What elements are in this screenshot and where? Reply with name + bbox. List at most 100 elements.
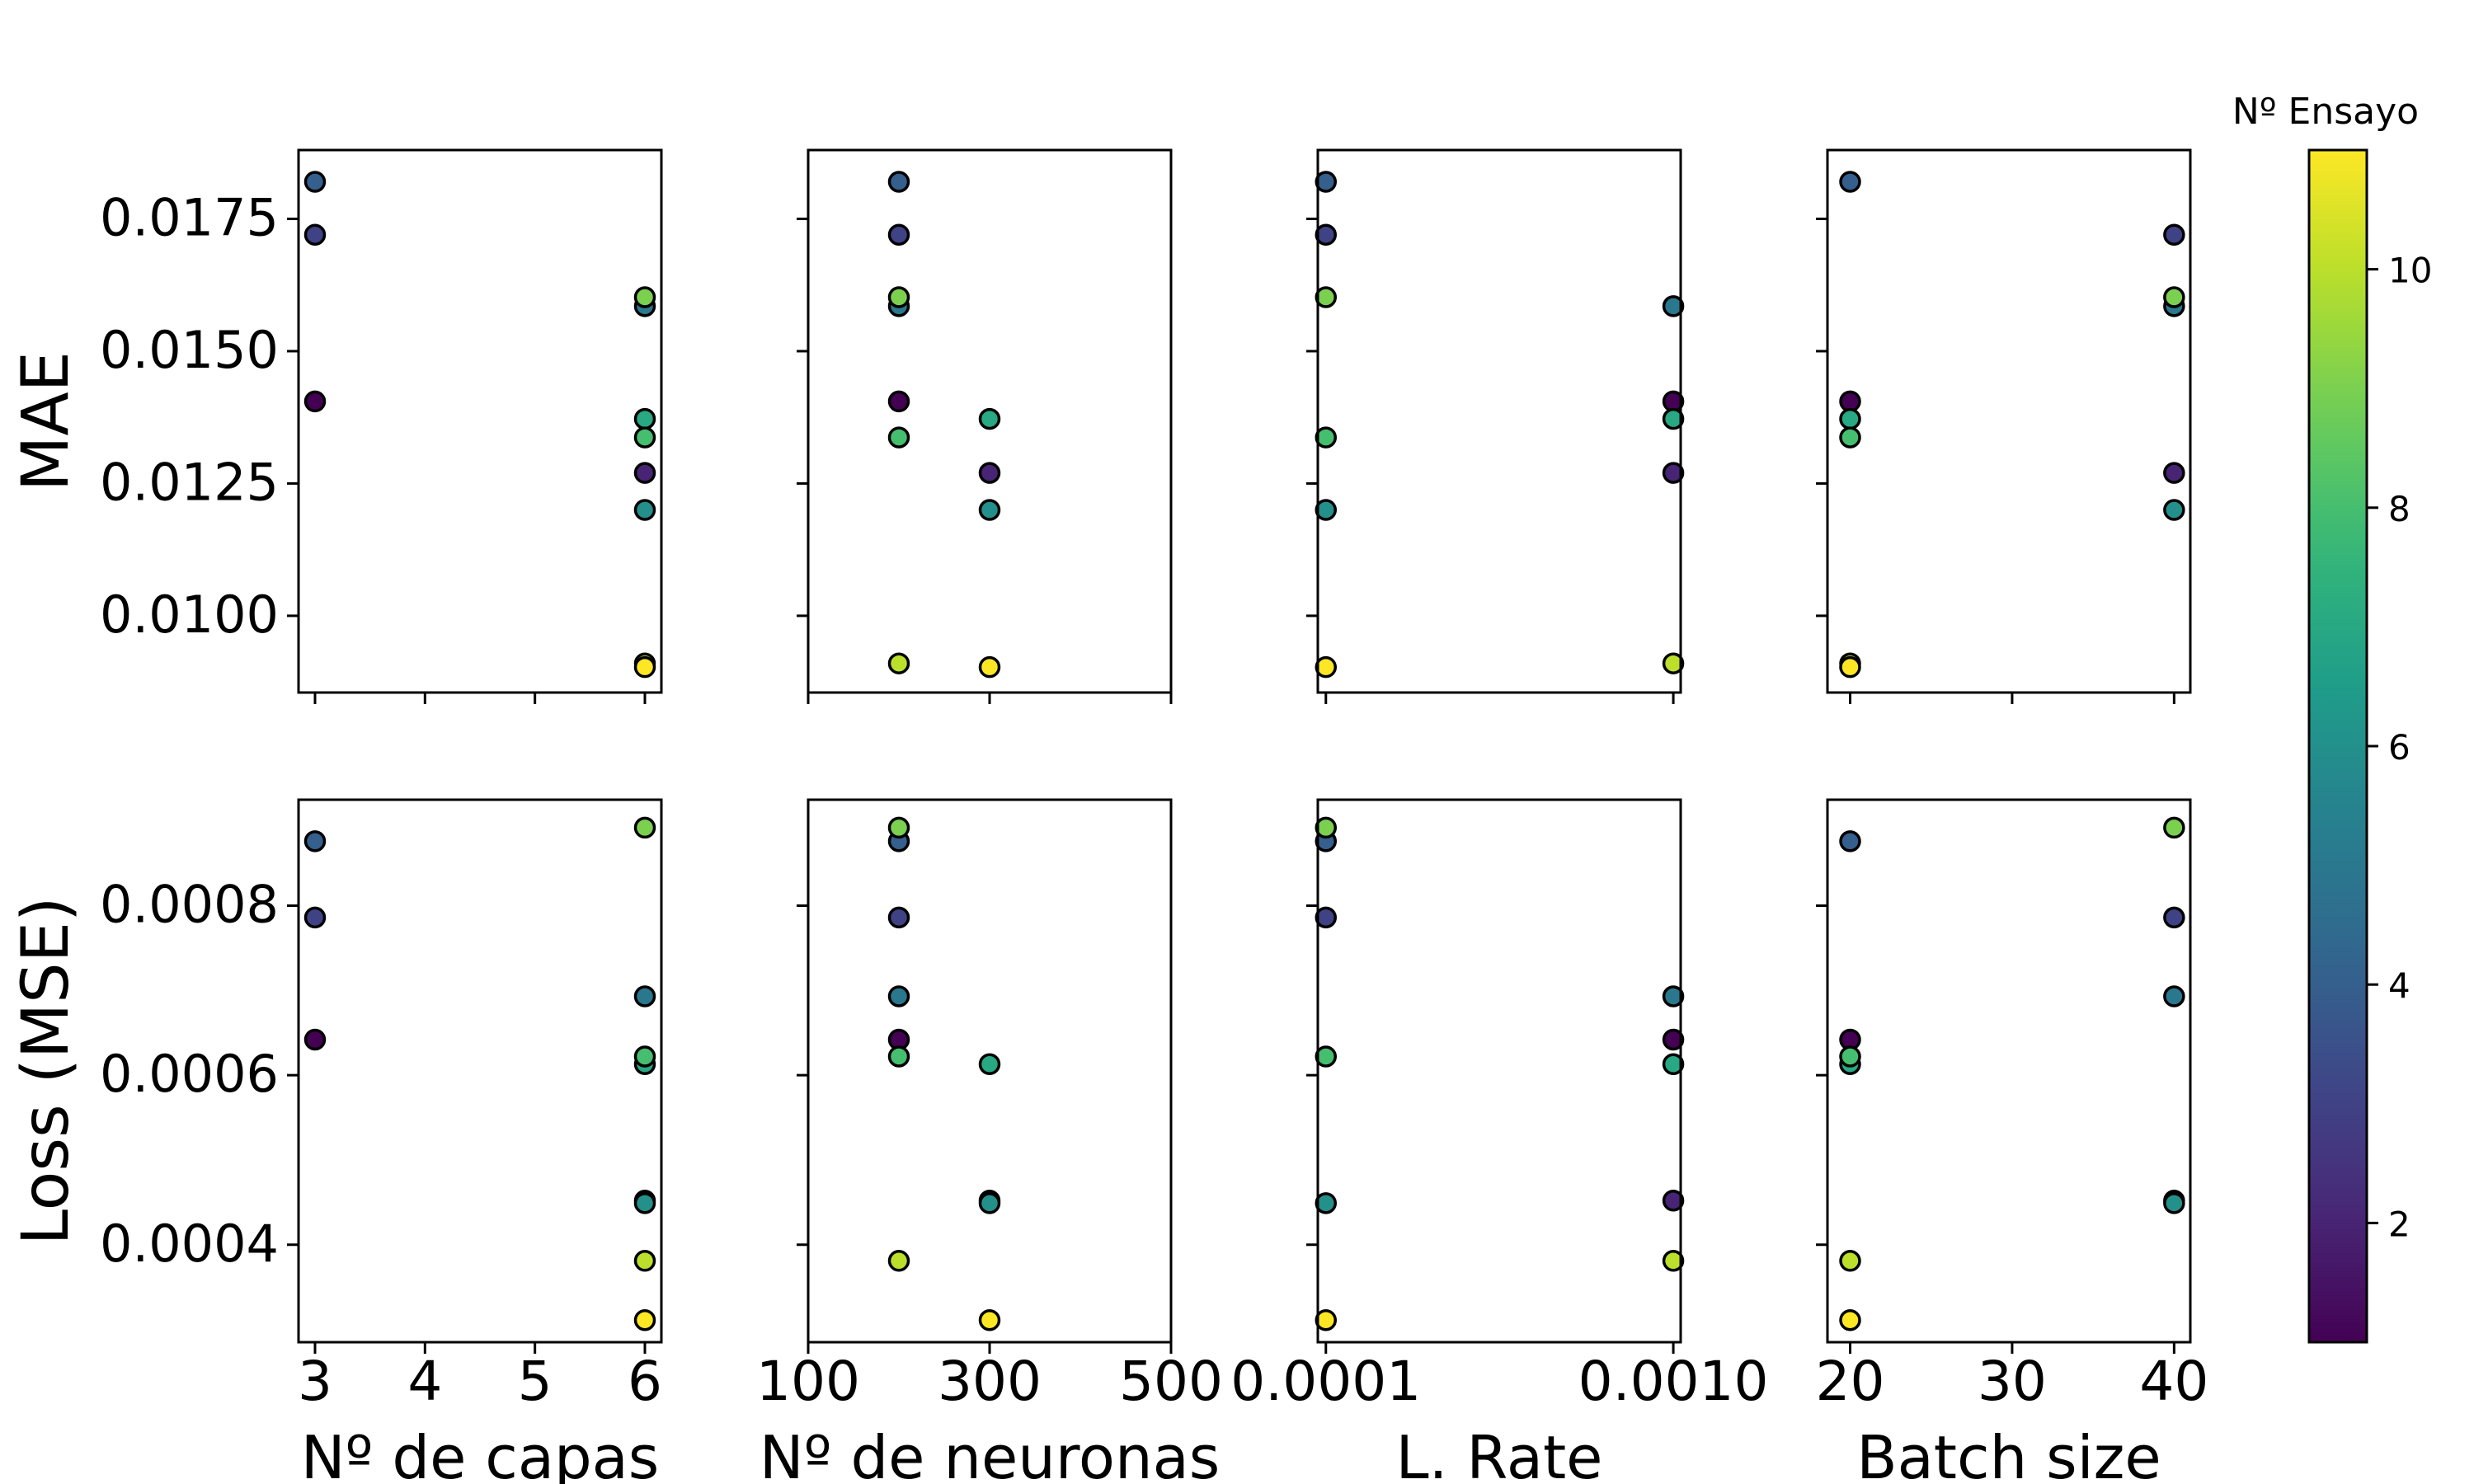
x-tick-label: 300 — [938, 1350, 1042, 1413]
data-point-trial-8 — [1839, 426, 1861, 448]
data-point-trial-9 — [2163, 286, 2185, 308]
data-point-trial-9 — [633, 286, 656, 308]
data-point-trial-6 — [1315, 499, 1338, 521]
colorbar: Nº Ensayo 2 4 6 8 10 — [2232, 91, 2432, 1344]
x-tick-label: 40 — [2139, 1350, 2208, 1413]
data-point-trial-4 — [303, 171, 327, 193]
data-point-trial-11 — [1839, 655, 1861, 679]
x-tick-label: 500 — [1119, 1350, 1223, 1413]
y-axis-label: MAE — [9, 351, 83, 491]
data-point-trial-4 — [887, 171, 910, 193]
data-point-trial-2 — [2163, 462, 2185, 484]
data-point-trial-8 — [633, 1045, 656, 1068]
data-point-trial-10 — [887, 652, 910, 674]
x-tick-label: 0.0010 — [1578, 1350, 1769, 1413]
x-tick-label: 5 — [518, 1350, 553, 1413]
data-point-trial-3 — [303, 906, 327, 929]
panel-r0-c3 — [1816, 148, 2192, 704]
panel-r1-c0: 3 4 5 6 0.0004 0.0006 0.0008 Nº de capas — [100, 798, 663, 1484]
data-point-trial-11 — [978, 655, 1001, 679]
y-tick-label: 0.0150 — [100, 320, 279, 380]
data-point-trial-10 — [1662, 652, 1685, 674]
data-point-trial-8 — [1839, 1045, 1861, 1068]
data-point-trial-11 — [633, 655, 656, 679]
x-axis-label: Nº de capas — [301, 1423, 660, 1484]
data-point-trial-7 — [1662, 1053, 1685, 1076]
colorbar-tick-label: 4 — [2388, 965, 2411, 1006]
data-point-trial-11 — [978, 1309, 1001, 1331]
y-tick-label: 0.0100 — [100, 585, 279, 645]
colorbar-tick-label: 10 — [2388, 251, 2432, 291]
data-point-trial-2 — [1662, 462, 1685, 484]
axes-frame — [1316, 148, 1682, 694]
x-tick-label: 100 — [756, 1350, 860, 1413]
data-point-trial-6 — [2163, 1192, 2185, 1214]
data-point-trial-2 — [1662, 1190, 1685, 1212]
data-point-trial-4 — [1839, 171, 1861, 193]
x-tick-label: 6 — [628, 1350, 662, 1413]
data-point-trial-8 — [1315, 1045, 1338, 1068]
axes-frame — [1316, 798, 1682, 1344]
data-point-trial-10 — [1662, 1250, 1685, 1272]
data-point-trial-10 — [1839, 1250, 1861, 1272]
data-point-trial-2 — [978, 462, 1001, 484]
plot-panels: 0.0100 0.0125 0.0150 0.0175 MAE 3 4 5 6 0.0004 0.0… — [9, 148, 2208, 1484]
data-point-trial-5 — [887, 985, 910, 1007]
data-point-trial-11 — [1315, 655, 1338, 679]
y-axis-label: Loss (MSE) — [9, 897, 83, 1246]
x-tick-label: 30 — [1978, 1350, 2047, 1413]
data-point-trial-10 — [633, 1250, 656, 1272]
data-point-trial-3 — [1315, 906, 1338, 929]
panel-r1-c3: 20 30 40 Batch size — [1816, 798, 2208, 1484]
data-point-trial-7 — [1839, 407, 1861, 430]
data-point-trial-3 — [887, 223, 910, 246]
data-point-trial-9 — [1315, 816, 1338, 839]
panel-r1-c2: 0.0001 0.0010 L. Rate — [1230, 798, 1769, 1484]
data-point-trial-4 — [1839, 830, 1861, 852]
data-point-trial-1 — [303, 1028, 327, 1051]
axes-frame — [807, 148, 1173, 694]
data-point-trial-6 — [978, 499, 1001, 521]
colorbar-label: Nº Ensayo — [2232, 91, 2419, 133]
data-point-trial-6 — [2163, 499, 2185, 521]
panel-r0-c1 — [797, 148, 1173, 704]
x-tick-label: 0.0001 — [1230, 1350, 1421, 1413]
data-point-trial-3 — [2163, 223, 2185, 246]
data-point-trial-4 — [303, 830, 327, 852]
data-point-trial-5 — [633, 985, 656, 1007]
axes-frame — [1826, 798, 2192, 1344]
axes-frame — [297, 148, 663, 694]
data-point-trial-6 — [633, 1192, 656, 1214]
data-point-trial-8 — [1315, 426, 1338, 448]
data-point-trial-9 — [1315, 286, 1338, 308]
data-point-trial-9 — [2163, 816, 2185, 839]
data-point-trial-7 — [978, 1053, 1001, 1076]
data-point-trial-6 — [633, 499, 656, 521]
data-point-trial-9 — [887, 816, 910, 839]
colorbar-tick-label: 8 — [2388, 489, 2411, 529]
y-tick-label: 0.0006 — [100, 1044, 279, 1104]
y-tick-label: 0.0004 — [100, 1214, 279, 1274]
x-axis-label: Batch size — [1856, 1423, 2161, 1484]
data-point-trial-1 — [303, 390, 327, 413]
y-tick-label: 0.0008 — [100, 875, 279, 935]
data-point-trial-7 — [978, 407, 1001, 430]
x-axis-label: L. Rate — [1396, 1423, 1603, 1484]
panel-r0-c0: 0.0100 0.0125 0.0150 0.0175 — [100, 148, 663, 704]
data-point-trial-8 — [887, 1045, 910, 1068]
y-tick-label: 0.0125 — [100, 452, 279, 512]
data-point-trial-6 — [1315, 1192, 1338, 1214]
data-point-trial-1 — [1662, 1028, 1685, 1051]
data-point-trial-8 — [887, 426, 910, 448]
data-point-trial-11 — [633, 1309, 656, 1331]
data-point-trial-1 — [887, 390, 910, 413]
colorbar-tick-label: 2 — [2388, 1204, 2411, 1244]
axes-frame — [1826, 148, 2192, 694]
panel-r0-c2 — [1306, 148, 1685, 704]
data-point-trial-10 — [887, 1250, 910, 1272]
data-point-trial-7 — [633, 407, 656, 430]
data-point-trial-7 — [1662, 407, 1685, 430]
data-point-trial-6 — [978, 1192, 1001, 1214]
data-point-trial-5 — [2163, 985, 2185, 1007]
